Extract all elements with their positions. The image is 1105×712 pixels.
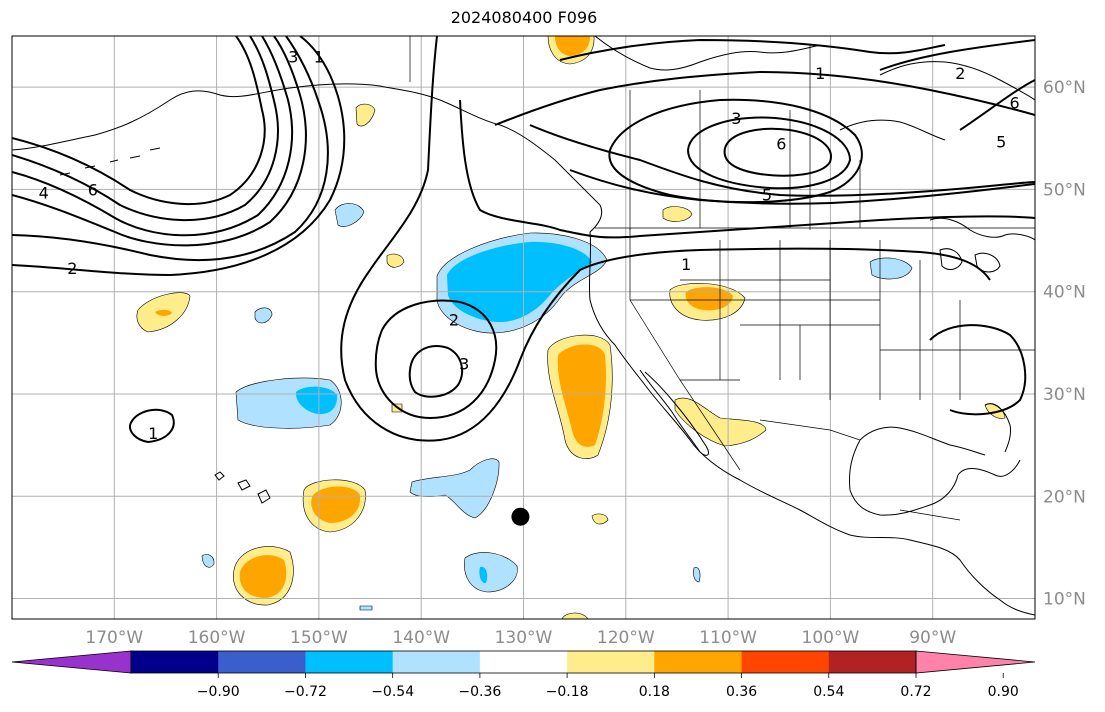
negative-anomaly-region bbox=[693, 567, 701, 583]
longitude-tick-label: 100°W bbox=[802, 628, 860, 648]
colorbar-segment bbox=[218, 651, 306, 673]
colorbar-segment bbox=[131, 651, 219, 673]
longitude-tick-label: 160°W bbox=[188, 628, 246, 648]
latitude-tick-labels: 60°N 50°N 40°N 30°N 20°N 10°N bbox=[1043, 78, 1086, 609]
longitude-tick-label: 120°W bbox=[597, 628, 655, 648]
colorbar-segment bbox=[828, 651, 917, 673]
positive-anomaly-region bbox=[591, 513, 609, 525]
contour-label: 3 bbox=[459, 354, 469, 373]
contour-label: 3 bbox=[731, 109, 741, 128]
longitude-tick-labels: 170°W 160°W 150°W 140°W 130°W 120°W 110°W 100°W… bbox=[85, 628, 956, 648]
colorbar-tick-label: 0.90 bbox=[988, 684, 1019, 700]
negative-anomaly-region bbox=[254, 307, 273, 324]
colorbar-extend-low bbox=[11, 650, 132, 674]
negative-anomaly-region bbox=[359, 605, 373, 611]
negative-anomaly-region bbox=[464, 552, 518, 593]
longitude-tick-label: 150°W bbox=[290, 628, 348, 648]
contour-label: 1 bbox=[815, 64, 825, 83]
map-frame bbox=[11, 35, 1036, 620]
colorbar-segment bbox=[305, 651, 394, 673]
latitude-tick-label: 20°N bbox=[1043, 487, 1086, 507]
longitude-tick-label: 170°W bbox=[85, 628, 143, 648]
colorbar-tick-label: −0.36 bbox=[458, 684, 501, 700]
colorbar-tick-label: 0.36 bbox=[726, 684, 757, 700]
contour-label: 6 bbox=[776, 134, 786, 153]
contour-lines bbox=[12, 36, 1035, 444]
map-title: 2024080400 F096 bbox=[450, 8, 598, 27]
colorbar-tick-label: 0.18 bbox=[639, 684, 670, 700]
longitude-tick-label: 130°W bbox=[495, 628, 553, 648]
strong-positive-anomaly-region bbox=[239, 555, 287, 598]
latitude-tick-label: 40°N bbox=[1043, 283, 1086, 303]
positive-anomaly-region bbox=[355, 103, 376, 127]
shaded-anomalies bbox=[136, 36, 1006, 619]
strong-positive-anomaly-region bbox=[557, 344, 606, 447]
colorbar-tick-label: 0.72 bbox=[900, 684, 931, 700]
strong-positive-anomaly-region bbox=[555, 36, 590, 56]
strong-positive-anomaly-region bbox=[155, 309, 172, 316]
contour-label: 2 bbox=[67, 259, 77, 278]
contour-label: 5 bbox=[762, 186, 772, 205]
contour-label: 6 bbox=[1009, 93, 1019, 112]
colorbar-segment bbox=[741, 651, 830, 673]
storm-position-marker bbox=[511, 507, 530, 526]
strong-negative-anomaly-region bbox=[447, 241, 592, 322]
colorbar: −0.90 −0.72 −0.54 −0.36 −0.18 0.18 0.36 0.54 0.7… bbox=[11, 650, 1036, 700]
colorbar-tick-label: −0.54 bbox=[371, 684, 414, 700]
contour-label: 1 bbox=[314, 47, 324, 66]
negative-anomaly-region bbox=[334, 203, 365, 227]
contour-label: 2 bbox=[955, 64, 965, 83]
colorbar-tick-label: −0.90 bbox=[197, 684, 240, 700]
contour-label: 1 bbox=[148, 424, 158, 443]
colorbar-tick-label: 0.54 bbox=[813, 684, 844, 700]
negative-anomaly-region bbox=[201, 554, 215, 568]
colorbar-segment bbox=[567, 651, 655, 673]
contour-label: 3 bbox=[288, 47, 298, 66]
longitude-tick-label: 140°W bbox=[392, 628, 450, 648]
colorbar-tick-label: −0.18 bbox=[546, 684, 589, 700]
strong-positive-anomaly-region bbox=[311, 486, 361, 523]
colorbar-segment bbox=[654, 651, 743, 673]
colorbar-segment bbox=[392, 651, 481, 673]
latitude-tick-label: 60°N bbox=[1043, 78, 1086, 98]
contour-label: 2 bbox=[449, 310, 459, 329]
coastlines bbox=[12, 36, 1035, 616]
colorbar-segment bbox=[479, 651, 568, 673]
contour-label: 1 bbox=[681, 255, 691, 274]
strong-positive-anomaly-region bbox=[685, 287, 733, 311]
contour-label: 4 bbox=[39, 183, 49, 202]
longitude-tick-label: 90°W bbox=[909, 628, 956, 648]
colorbar-extend-high bbox=[915, 650, 1036, 674]
colorbar-outline bbox=[130, 650, 917, 674]
colorbar-tick-label: −0.72 bbox=[284, 684, 327, 700]
positive-anomaly-region bbox=[386, 253, 405, 268]
latitude-tick-label: 10°N bbox=[1043, 590, 1086, 610]
contour-label: 6 bbox=[88, 180, 98, 199]
latitude-tick-label: 50°N bbox=[1043, 180, 1086, 200]
positive-anomaly-region bbox=[674, 397, 767, 447]
latitude-tick-label: 30°N bbox=[1043, 385, 1086, 405]
contour-label: 5 bbox=[996, 132, 1006, 151]
strong-negative-anomaly-region bbox=[479, 566, 488, 584]
longitude-tick-label: 110°W bbox=[699, 628, 757, 648]
positive-anomaly-region bbox=[662, 206, 693, 222]
